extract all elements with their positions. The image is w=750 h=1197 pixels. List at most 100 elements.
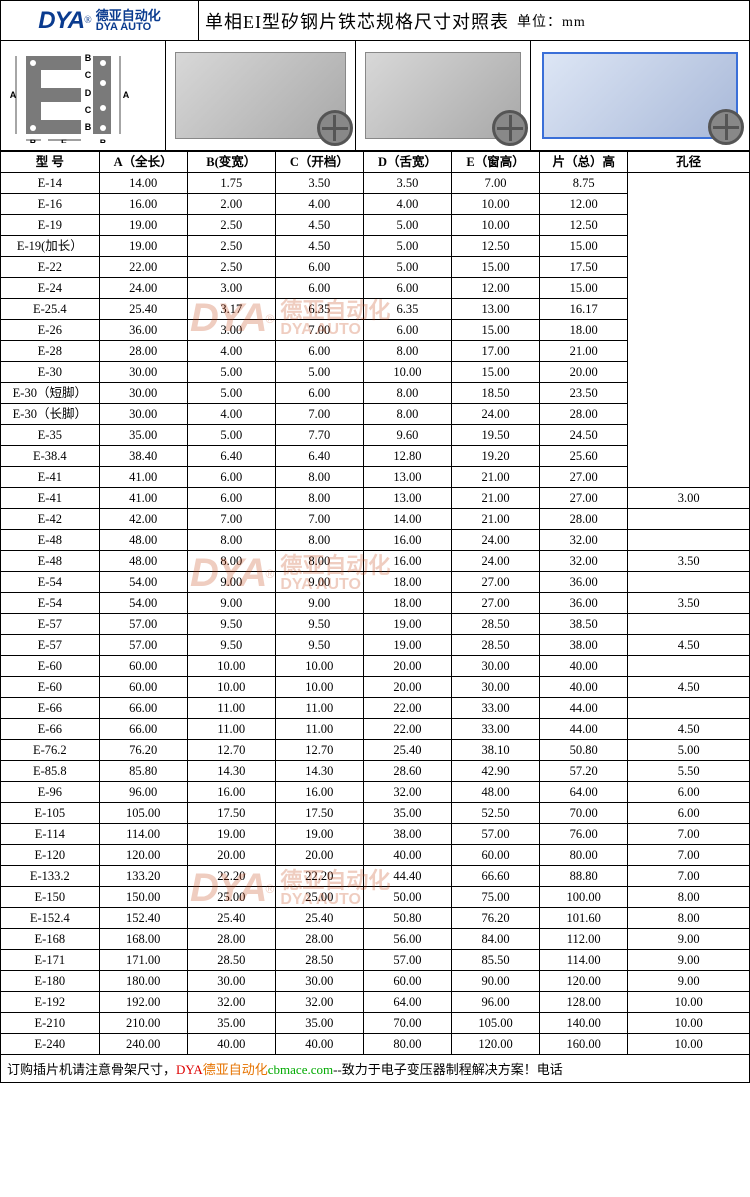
- cell: 5.00: [187, 425, 275, 446]
- cell: 28.00: [99, 341, 187, 362]
- cell: [628, 530, 750, 551]
- logo-en: DYA AUTO: [96, 22, 161, 33]
- cell: 17.00: [452, 341, 540, 362]
- col-2: B(变宽）: [187, 152, 275, 173]
- cell: 3.17: [187, 299, 275, 320]
- cell: 4.00: [363, 194, 451, 215]
- cell: 6.35: [363, 299, 451, 320]
- cell: E-26: [1, 320, 100, 341]
- cell: E-152.4: [1, 908, 100, 929]
- cell: 38.10: [452, 740, 540, 761]
- footer-brand: 德亚自动化: [203, 1062, 268, 1077]
- cell: 7.00: [187, 509, 275, 530]
- cell: 24.50: [540, 425, 628, 446]
- cell: 40.00: [540, 677, 628, 698]
- cell: 48.00: [99, 551, 187, 572]
- cell: 25.40: [363, 740, 451, 761]
- cell: E-30（短脚）: [1, 383, 100, 404]
- cell: 54.00: [99, 572, 187, 593]
- cell: 28.50: [452, 635, 540, 656]
- cell: 19.00: [187, 824, 275, 845]
- cell: 30.00: [99, 383, 187, 404]
- cell: 19.00: [363, 635, 451, 656]
- col-4: D（舌宽）: [363, 152, 451, 173]
- table-row: E-168168.0028.0028.0056.0084.00112.009.0…: [1, 929, 750, 950]
- cell: 60.00: [452, 845, 540, 866]
- cell: 28.50: [187, 950, 275, 971]
- footer-dya: DYA: [176, 1062, 203, 1077]
- cell: 13.00: [363, 467, 451, 488]
- svg-text:B: B: [85, 122, 92, 132]
- cell: 50.80: [540, 740, 628, 761]
- cell: E-210: [1, 1013, 100, 1034]
- cell: 32.00: [363, 782, 451, 803]
- cell: 7.00: [628, 824, 750, 845]
- cell: E-66: [1, 698, 100, 719]
- cell: 22.20: [275, 866, 363, 887]
- cell: 112.00: [540, 929, 628, 950]
- cell: 7.00: [452, 173, 540, 194]
- cell: 57.00: [99, 614, 187, 635]
- cell: 6.00: [628, 782, 750, 803]
- cell: 114.00: [540, 950, 628, 971]
- cell: 22.00: [99, 257, 187, 278]
- cell: 38.50: [540, 614, 628, 635]
- cell: 33.00: [452, 698, 540, 719]
- footer-note: 订购插片机请注意骨架尺寸，DYA德亚自动化cbmace.com--致力于电子变压…: [0, 1055, 750, 1083]
- cell: 30.00: [275, 971, 363, 992]
- cell: 9.00: [275, 572, 363, 593]
- cell: 105.00: [99, 803, 187, 824]
- cell: 56.00: [363, 929, 451, 950]
- cell: 22.00: [363, 719, 451, 740]
- cell: 35.00: [363, 803, 451, 824]
- cell: 18.00: [540, 320, 628, 341]
- cell: [628, 698, 750, 719]
- cell: 28.50: [452, 614, 540, 635]
- cell: 19.00: [99, 215, 187, 236]
- cell: 27.00: [540, 467, 628, 488]
- cell: 76.00: [540, 824, 628, 845]
- cell: 4.50: [628, 635, 750, 656]
- cell: 41.00: [99, 467, 187, 488]
- table-row: E-240240.0040.0040.0080.00120.00160.0010…: [1, 1034, 750, 1055]
- title-main: 单相EI型矽钢片铁芯规格尺寸对照表: [205, 8, 509, 34]
- cell: 25.00: [187, 887, 275, 908]
- table-row: E-114114.0019.0019.0038.0057.0076.007.00: [1, 824, 750, 845]
- cell: 54.00: [99, 593, 187, 614]
- cell: 4.50: [275, 215, 363, 236]
- cell: [628, 509, 750, 530]
- cell: 100.00: [540, 887, 628, 908]
- cell: 14.30: [275, 761, 363, 782]
- cell: 5.00: [363, 215, 451, 236]
- cell: 150.00: [99, 887, 187, 908]
- cell: 9.00: [187, 593, 275, 614]
- cell: 40.00: [540, 656, 628, 677]
- cell: 28.00: [275, 929, 363, 950]
- cell: 48.00: [452, 782, 540, 803]
- cell: E-57: [1, 614, 100, 635]
- cell: 14.30: [187, 761, 275, 782]
- cell: 7.00: [275, 404, 363, 425]
- cell: 48.00: [99, 530, 187, 551]
- cell: 6.00: [628, 803, 750, 824]
- cell: 84.00: [452, 929, 540, 950]
- cell: E-60: [1, 656, 100, 677]
- cell: E-48: [1, 551, 100, 572]
- cell: 6.00: [363, 320, 451, 341]
- cell: 12.50: [540, 215, 628, 236]
- cell: 120.00: [452, 1034, 540, 1055]
- cell: 8.00: [275, 551, 363, 572]
- cell: E-168: [1, 929, 100, 950]
- cell: 8.00: [363, 341, 451, 362]
- cell: 28.00: [187, 929, 275, 950]
- table-body: E-1414.001.753.503.507.008.75E-1616.002.…: [1, 173, 750, 1055]
- cell: 15.00: [452, 362, 540, 383]
- cell: E-30（长脚）: [1, 404, 100, 425]
- cell: 8.00: [275, 488, 363, 509]
- cell: 3.50: [628, 593, 750, 614]
- cell: 12.80: [363, 446, 451, 467]
- cell: 9.50: [187, 635, 275, 656]
- table-row: E-6666.0011.0011.0022.0033.0044.00: [1, 698, 750, 719]
- ei-core-diagram: A A B C D C B B E B: [8, 48, 158, 143]
- cell: 8.75: [540, 173, 628, 194]
